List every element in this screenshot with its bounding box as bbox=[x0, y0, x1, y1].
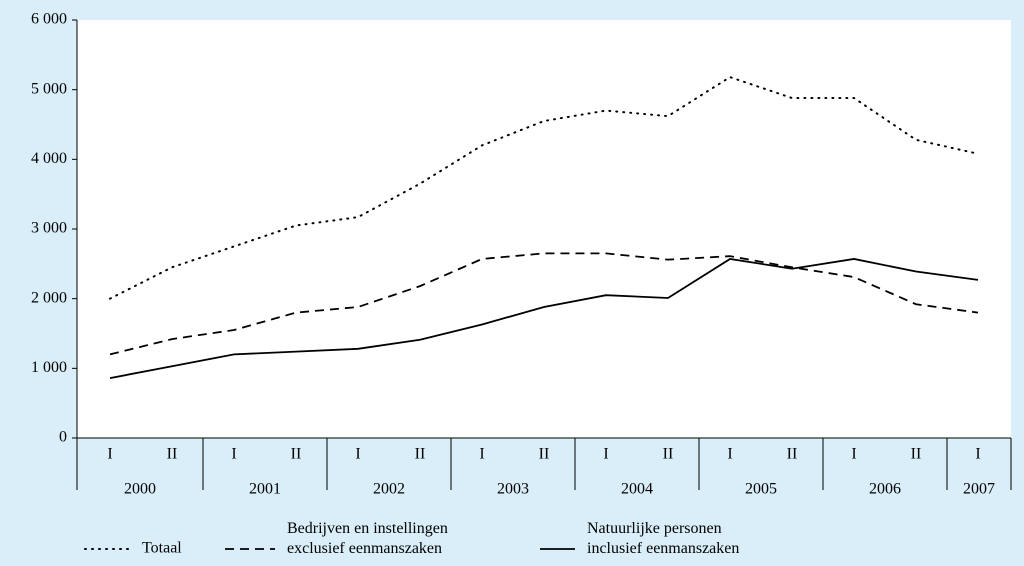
plot-area bbox=[77, 20, 1011, 438]
year-label: 2001 bbox=[249, 481, 281, 498]
y-tick-label: 4 000 bbox=[31, 150, 67, 167]
year-label: 2004 bbox=[621, 481, 653, 498]
x-tick-label: I bbox=[727, 446, 732, 463]
series-line bbox=[109, 76, 979, 300]
y-tick-label: 2 000 bbox=[31, 289, 67, 306]
series-line bbox=[109, 252, 979, 356]
year-label: 2002 bbox=[373, 481, 405, 498]
year-label: 2003 bbox=[497, 481, 529, 498]
x-tick-label: I bbox=[851, 446, 856, 463]
x-tick-label: I bbox=[231, 446, 236, 463]
x-tick-label: I bbox=[355, 446, 360, 463]
y-tick-label: 0 bbox=[59, 429, 67, 446]
x-tick-label: II bbox=[663, 446, 674, 463]
x-tick-label: II bbox=[787, 446, 798, 463]
y-tick-label: 5 000 bbox=[31, 80, 67, 97]
x-tick-label: II bbox=[539, 446, 550, 463]
y-tick-label: 3 000 bbox=[31, 220, 67, 237]
x-tick-label: II bbox=[291, 446, 302, 463]
x-tick-label: II bbox=[167, 446, 178, 463]
legend-label: Totaal bbox=[142, 540, 182, 557]
legend-label: Natuurlijke personen inclusief eenmanszak… bbox=[587, 520, 739, 557]
y-tick-label: 1 000 bbox=[31, 359, 67, 376]
year-label: 2000 bbox=[124, 481, 156, 498]
x-tick-label: II bbox=[911, 446, 922, 463]
legend-label: Bedrijven en instellingen exclusief eenma… bbox=[287, 520, 448, 557]
year-label: 2006 bbox=[869, 481, 901, 498]
y-tick-label: 6 000 bbox=[31, 11, 67, 28]
x-tick-label: I bbox=[603, 446, 608, 463]
year-label: 2007 bbox=[963, 481, 995, 498]
series-line bbox=[109, 258, 979, 379]
x-tick-label: I bbox=[479, 446, 484, 463]
x-tick-label: I bbox=[975, 446, 980, 463]
x-tick-label: I bbox=[107, 446, 112, 463]
x-tick-label: II bbox=[415, 446, 426, 463]
year-label: 2005 bbox=[745, 481, 777, 498]
